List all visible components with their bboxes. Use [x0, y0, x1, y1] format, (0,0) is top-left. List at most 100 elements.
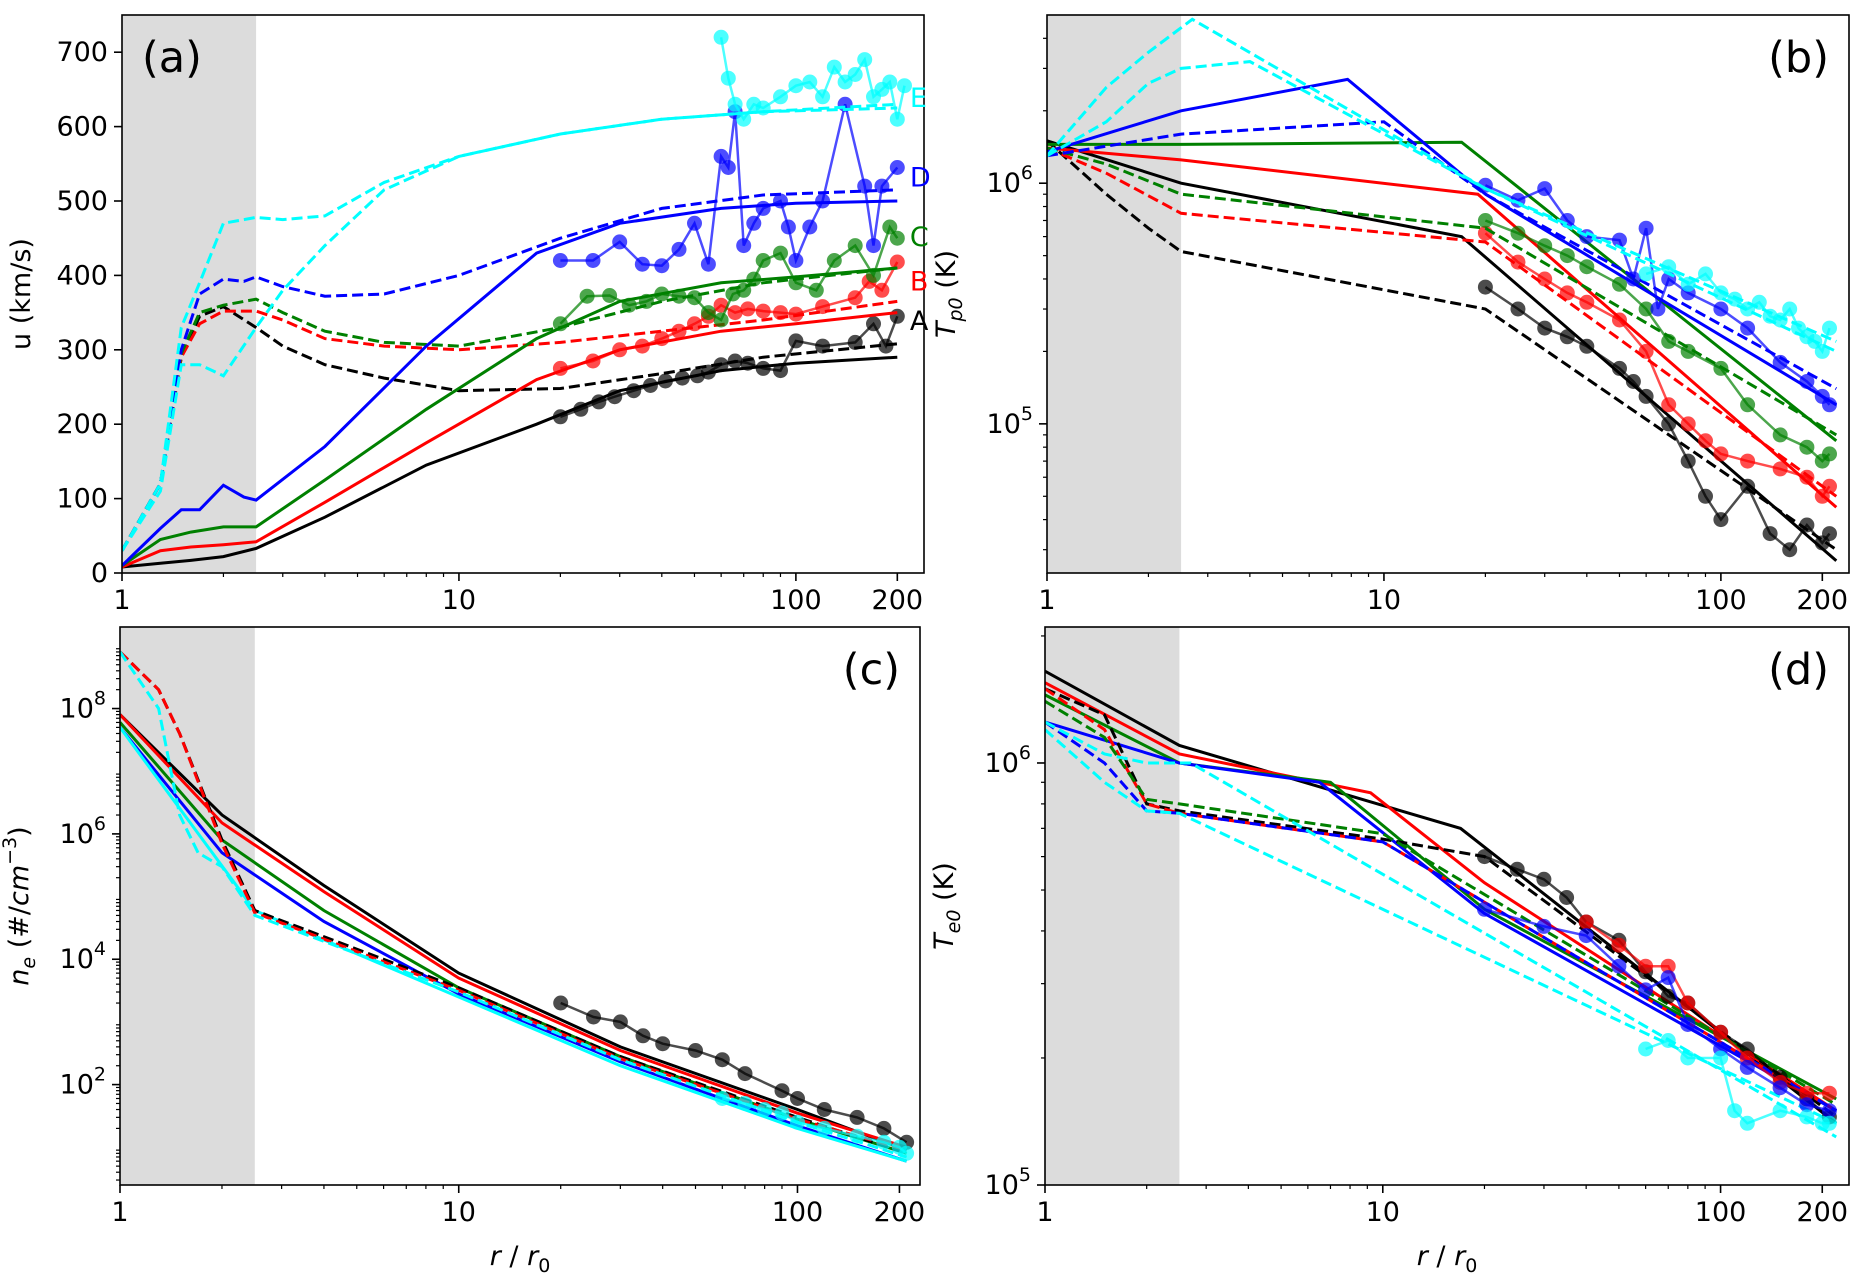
point-C-15 — [788, 275, 804, 291]
axes-frame — [1046, 14, 1850, 574]
x-tick-label: 100 — [1695, 585, 1747, 616]
point-B-15 — [1822, 478, 1837, 494]
point-D-7 — [1638, 220, 1654, 236]
point-B-4 — [1680, 995, 1696, 1011]
series-E-obs-line — [722, 1097, 908, 1155]
point-C-14 — [1822, 446, 1837, 462]
point-E-4 — [790, 1114, 805, 1130]
point-A-14 — [1782, 542, 1798, 558]
y-tick-label: 0 — [91, 558, 108, 589]
point-A-1 — [586, 1009, 601, 1025]
point-C-7 — [1661, 333, 1677, 349]
point-C-21 — [889, 230, 905, 246]
y-tick-label: 104 — [60, 938, 106, 975]
point-A-18 — [866, 316, 881, 332]
series-D-dashed — [1047, 120, 1838, 391]
point-D-8 — [1650, 301, 1666, 317]
point-B-4 — [1579, 294, 1595, 310]
point-D-18 — [815, 193, 831, 209]
point-C-6 — [1638, 301, 1654, 317]
series-D-obs-line — [560, 104, 899, 267]
point-A-20 — [889, 308, 905, 324]
series-B-dashed — [122, 299, 898, 552]
y-tick-base: 10 — [987, 409, 1021, 440]
point-D-16 — [1822, 397, 1837, 413]
point-B-7 — [1661, 397, 1677, 413]
y-tick-label: 600 — [56, 112, 108, 143]
point-D-9 — [720, 160, 736, 175]
point-C-10 — [1740, 397, 1756, 413]
series-E-dashed — [1047, 60, 1837, 343]
panel-label: (a) — [142, 33, 202, 83]
series-D-solid — [1047, 77, 1838, 407]
point-D-5 — [671, 241, 687, 257]
point-E-9 — [1821, 1115, 1837, 1131]
point-D-13 — [755, 200, 771, 216]
x-axis-title: r / r0 — [490, 1241, 551, 1276]
y-tick-label: 108 — [60, 688, 106, 725]
point-D-6 — [687, 215, 702, 231]
point-A-6 — [1625, 374, 1641, 389]
point-D-20 — [857, 178, 873, 194]
point-E-9 — [1772, 312, 1788, 328]
point-A-2 — [612, 1014, 628, 1030]
point-D-2 — [1537, 181, 1553, 197]
curve-label-B: B — [910, 267, 929, 298]
point-D-17 — [802, 219, 818, 235]
point-B-1 — [1611, 937, 1627, 953]
point-C-5 — [1612, 276, 1627, 292]
series-E-dashed — [1045, 728, 1837, 1125]
curve-label-E: E — [910, 83, 927, 114]
series-C-obs-line — [1484, 219, 1831, 463]
point-D-5 — [1612, 232, 1627, 248]
point-A-2 — [1536, 871, 1552, 887]
point-E-9 — [815, 89, 831, 105]
y-tick-exponent: 4 — [94, 938, 106, 960]
y-tick-label: 400 — [56, 260, 108, 291]
shaded-region — [1045, 627, 1180, 1185]
point-A-1 — [1509, 861, 1525, 877]
series-B-solid — [122, 311, 898, 569]
point-A-10 — [713, 357, 729, 373]
y-tick-label: 700 — [56, 37, 108, 68]
point-E-4 — [1713, 285, 1729, 301]
point-C-18 — [847, 238, 863, 254]
point-B-8 — [1680, 416, 1696, 432]
y-tick-label: 100 — [56, 484, 108, 515]
point-C-0 — [552, 316, 568, 332]
point-E-15 — [1822, 320, 1837, 336]
y-tick-label: 500 — [56, 186, 108, 217]
y-axis-title: Tp0 (K) — [931, 250, 967, 338]
y-tick-base: 10 — [987, 168, 1021, 199]
point-C-17 — [826, 253, 842, 268]
series-group — [1045, 669, 1838, 1139]
point-E-7 — [1751, 294, 1767, 310]
point-A-4 — [626, 383, 642, 399]
point-A-0 — [552, 409, 568, 425]
point-A-3 — [607, 389, 623, 405]
y-tick-label: 200 — [56, 409, 108, 440]
point-B-8 — [1799, 1085, 1815, 1101]
y-tick-label: 102 — [60, 1064, 106, 1101]
point-D-21 — [866, 238, 881, 254]
y-tick-base: 10 — [60, 1070, 94, 1101]
y-tick-label: 105 — [987, 403, 1033, 440]
y-tick-exponent: 2 — [94, 1064, 106, 1086]
point-B-9 — [1821, 1085, 1837, 1101]
point-E-6 — [1740, 301, 1756, 317]
point-E-9 — [899, 1145, 915, 1161]
point-D-11 — [1821, 1103, 1837, 1119]
curve-label-D: D — [910, 162, 931, 193]
point-D-2 — [1578, 928, 1594, 944]
point-E-8 — [802, 74, 818, 90]
y-tick-label: 106 — [985, 742, 1031, 779]
point-D-3 — [634, 256, 650, 272]
y-tick-base: 10 — [985, 748, 1019, 779]
point-E-6 — [773, 89, 788, 105]
point-D-13 — [1772, 354, 1788, 370]
point-A-17 — [847, 334, 863, 350]
point-A-4 — [655, 1036, 671, 1052]
point-C-4 — [638, 293, 654, 309]
point-B-6 — [1638, 343, 1654, 359]
